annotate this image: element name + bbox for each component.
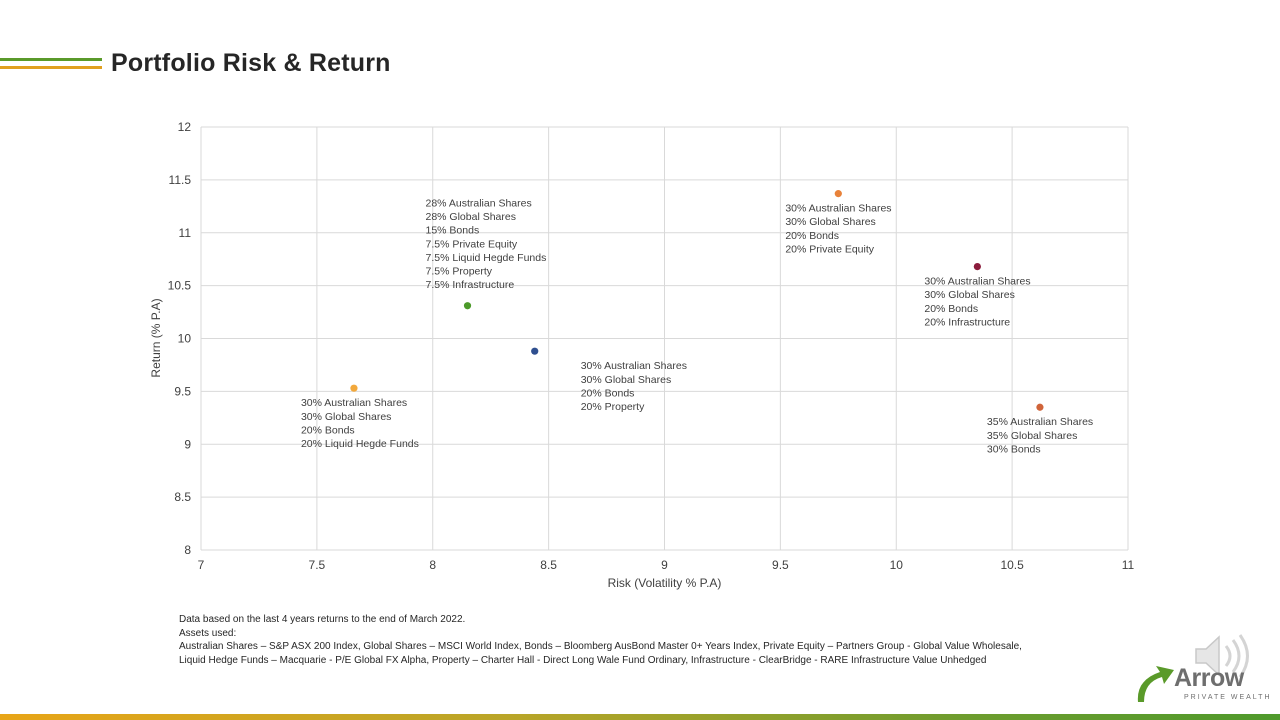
company-logo: Arrow PRIVATE WEALTH <box>1130 660 1280 708</box>
data-point-label-line: 28% Australian Shares <box>426 198 532 210</box>
data-point-label: 35% Australian Shares 35% Global Shares 30… <box>987 416 1093 455</box>
data-point-label-line: 15% Bonds <box>426 225 480 237</box>
chart-data-labels: 30% Australian Shares 30% Global Shares 20… <box>301 198 1093 456</box>
data-point-label-line: 20% Private Equity <box>785 243 874 255</box>
data-point-label: 30% Australian Shares 30% Global Shares 20… <box>581 360 687 413</box>
data-point-label-line: 35% Global Shares <box>987 430 1077 442</box>
y-tick-label: 10.5 <box>168 279 192 293</box>
speaker-icon[interactable] <box>1192 632 1258 680</box>
footnote-line: Data based on the last 4 years returns t… <box>179 614 466 625</box>
chart-tick-labels: 7 7.5 8 8.5 9 9.5 10 10.5 11 8 8.5 9 9.5 10 10.5 11 11.5… <box>168 120 1135 572</box>
x-tick-label: 11 <box>1122 558 1135 572</box>
x-tick-label: 7 <box>198 558 205 572</box>
data-point-label-line: 30% Australian Shares <box>785 203 891 215</box>
data-point-label: 30% Australian Shares 30% Global Shares 20… <box>301 397 419 450</box>
data-point-label-line: 30% Australian Shares <box>924 276 1030 288</box>
chart-gridlines <box>200 126 1129 551</box>
data-point-label-line: 30% Global Shares <box>581 374 671 386</box>
data-point-label-line: 30% Australian Shares <box>581 360 687 372</box>
x-tick-label: 9.5 <box>772 558 789 572</box>
y-tick-label: 11.5 <box>169 173 192 187</box>
data-point-label-line: 7.5% Liquid Hegde Funds <box>426 252 547 264</box>
data-point[interactable] <box>531 347 539 355</box>
data-point[interactable] <box>834 190 842 198</box>
data-point-label-line: 30% Global Shares <box>924 289 1014 301</box>
data-point[interactable] <box>350 384 358 392</box>
data-point-label-line: 20% Bonds <box>301 424 355 436</box>
data-point-label-line: 7.5% Infrastructure <box>426 279 515 291</box>
footnote-line: Liquid Hedge Funds – Macquarie - P/E Glo… <box>179 654 987 666</box>
y-tick-label: 12 <box>178 120 192 134</box>
data-source-footnote: Data based on the last 4 years returns t… <box>179 613 1159 667</box>
y-tick-label: 9 <box>184 437 191 451</box>
title-accent-line-orange <box>0 66 102 69</box>
x-tick-label: 8.5 <box>540 558 557 572</box>
chart-data-points <box>350 190 1044 411</box>
data-point-label-line: 7.5% Private Equity <box>426 238 518 250</box>
data-point-label-line: 30% Australian Shares <box>301 397 407 409</box>
y-tick-label: 11 <box>179 226 192 240</box>
y-tick-label: 8.5 <box>174 490 191 504</box>
footnote-line: Australian Shares – S&P ASX 200 Index, G… <box>179 641 1022 652</box>
y-tick-label: 10 <box>178 332 192 346</box>
data-point-label-line: 20% Bonds <box>924 303 978 315</box>
scatter-chart: 7 7.5 8 8.5 9 9.5 10 10.5 11 8 8.5 9 9.5 10 10.5 11 11.5… <box>149 120 1135 590</box>
chart-axis-titles: Risk (Volatility % P.A) Return (% P.A) <box>149 298 721 590</box>
data-point-label: 30% Australian Shares 30% Global Shares 20… <box>785 203 891 256</box>
page-title: Portfolio Risk & Return <box>111 49 391 77</box>
data-point-label-line: 30% Global Shares <box>301 411 391 423</box>
logo-wordmark: Arrow <box>1174 664 1244 692</box>
data-point-label-line: 20% Liquid Hegde Funds <box>301 438 419 450</box>
footer-gradient-bar <box>0 714 1280 720</box>
x-tick-label: 10.5 <box>1000 558 1024 572</box>
data-point-label-line: 20% Bonds <box>581 387 635 399</box>
logo-tagline: PRIVATE WEALTH <box>1184 694 1272 701</box>
data-point-label-line: 28% Global Shares <box>426 211 516 223</box>
data-point[interactable] <box>973 262 981 271</box>
data-point-label-line: 30% Bonds <box>987 443 1041 455</box>
footnote-line: Assets used: <box>179 627 237 639</box>
title-accent-line-green <box>0 58 102 61</box>
y-tick-label: 8 <box>184 543 191 557</box>
x-tick-label: 9 <box>661 558 668 572</box>
x-tick-label: 7.5 <box>309 558 326 572</box>
data-point-label-line: 35% Australian Shares <box>987 416 1093 428</box>
x-tick-label: 10 <box>890 558 904 572</box>
y-tick-label: 9.5 <box>174 384 191 398</box>
data-point[interactable] <box>1036 403 1044 411</box>
x-axis-title: Risk (Volatility % P.A) <box>608 576 722 590</box>
y-axis-title: Return (% P.A) <box>149 298 163 377</box>
x-tick-label: 8 <box>429 558 436 572</box>
data-point-label-line: 20% Bonds <box>785 230 839 242</box>
data-point-label-line: 7.5% Property <box>426 266 493 278</box>
data-point-label: 30% Australian Shares 30% Global Shares 20… <box>924 276 1030 329</box>
data-point-label-line: 20% Infrastructure <box>924 316 1010 328</box>
data-point-label-line: 30% Global Shares <box>785 216 875 228</box>
data-point-label-line: 20% Property <box>581 401 645 413</box>
data-point[interactable] <box>463 302 472 310</box>
arrow-logo-icon <box>1137 666 1174 702</box>
data-point-label: 28% Australian Shares 28% Global Shares 15… <box>426 198 547 292</box>
